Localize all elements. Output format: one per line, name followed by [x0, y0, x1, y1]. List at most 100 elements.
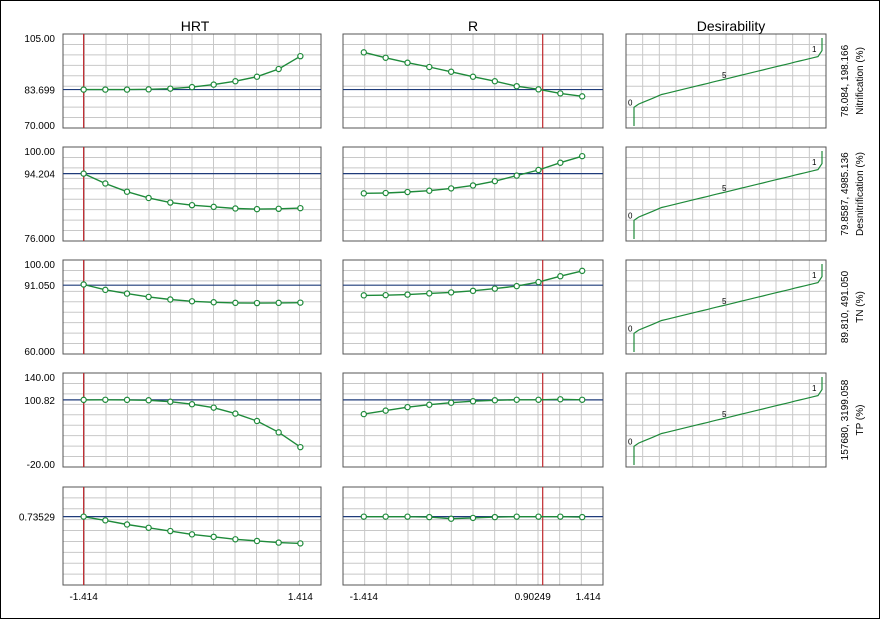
data-point [188, 83, 196, 91]
data-point [513, 513, 520, 520]
data-point [535, 166, 542, 174]
data-point [123, 521, 131, 528]
data-point [447, 399, 455, 406]
response-name-label: Desnitrification (%) [855, 152, 866, 236]
data-point [145, 524, 152, 531]
desirability-label-high: 1 [812, 271, 817, 280]
data-point [360, 410, 367, 418]
data-point [102, 396, 109, 403]
r-panel-grid [343, 373, 603, 467]
x-axis-tick-label: 1.414 [288, 592, 313, 603]
data-point [535, 278, 542, 286]
data-point [360, 513, 367, 520]
data-point [102, 286, 109, 294]
data-point [535, 86, 542, 93]
data-point [513, 82, 520, 90]
data-point [275, 539, 282, 546]
r-panel-grid [343, 260, 603, 354]
data-point [167, 527, 174, 535]
desirability-panel-grid [626, 373, 826, 467]
data-point [253, 417, 261, 425]
desirability-label-low: 0 [628, 98, 633, 107]
data-point [404, 403, 411, 411]
data-point [404, 513, 411, 520]
column-header-r: R [468, 18, 478, 34]
hrt-panel-grid [63, 260, 321, 354]
data-point [404, 291, 411, 298]
data-point [491, 397, 499, 404]
data-point [232, 410, 239, 417]
data-point [469, 73, 477, 80]
data-point [188, 201, 196, 209]
data-point [253, 299, 261, 307]
data-point [535, 396, 542, 403]
data-point [80, 513, 87, 520]
data-point [382, 513, 389, 520]
data-point [145, 194, 152, 202]
data-point [557, 513, 564, 520]
data-point [275, 205, 282, 213]
response-name-label: TN (%) [855, 291, 866, 323]
data-point [167, 398, 174, 405]
data-point [123, 290, 131, 297]
data-point [145, 397, 152, 404]
data-point [360, 49, 367, 56]
x-axis-tick-label: 1.414 [576, 592, 601, 603]
y-axis-label: 100.00 [24, 147, 55, 158]
data-point [297, 299, 304, 306]
data-point [188, 531, 196, 538]
y-axis-label: 94.204 [24, 170, 55, 181]
data-point [447, 515, 455, 522]
desirability-panel-grid [626, 34, 826, 128]
data-point [210, 299, 217, 306]
data-point [167, 85, 174, 92]
data-point [210, 404, 217, 411]
column-header-desirability: Desirability [697, 18, 765, 34]
data-point [210, 81, 217, 88]
data-point [469, 182, 477, 189]
data-point [253, 205, 261, 213]
y-axis-label: 91.050 [24, 281, 55, 292]
data-point [123, 86, 131, 93]
desirability-label-mid: 5 [722, 297, 727, 306]
desirability-panel-border [625, 33, 827, 129]
data-point [579, 152, 586, 160]
desirability-label-high: 1 [812, 158, 817, 167]
y-axis-label: 60.000 [24, 347, 55, 358]
data-point [469, 398, 477, 405]
hrt-panel-border [62, 372, 322, 468]
desirability-curve [633, 151, 823, 239]
data-point [188, 401, 196, 408]
data-point [253, 73, 261, 80]
data-point [557, 396, 564, 403]
y-axis-label: 83.699 [24, 86, 55, 97]
r-panel-border [342, 146, 604, 242]
x-axis-tick-label: -1.414 [350, 592, 379, 603]
data-point [232, 536, 239, 543]
x-axis-tick-label: -1.414 [69, 592, 98, 603]
desirability-label-mid: 5 [722, 184, 727, 193]
data-point [426, 513, 433, 521]
data-point [382, 189, 389, 197]
data-point [579, 267, 586, 275]
y-axis-label: 76.000 [24, 234, 55, 245]
desirability-label-mid: 5 [722, 410, 727, 419]
desirability-curve [633, 264, 823, 352]
data-point [123, 188, 131, 195]
data-point [491, 285, 499, 292]
data-point [360, 292, 367, 299]
data-point [513, 396, 520, 403]
data-point [491, 513, 499, 521]
data-point [145, 293, 152, 301]
data-point [579, 513, 586, 521]
response-name-label: Nitrification (%) [855, 47, 866, 115]
data-point [80, 281, 87, 288]
data-point [167, 199, 174, 206]
data-point [167, 296, 174, 303]
y-axis-label: 140.00 [24, 373, 55, 384]
response-range-label: 157680, 3199.058 [840, 379, 851, 460]
data-point [426, 290, 433, 297]
data-point [513, 172, 520, 179]
x-axis-tick-label: 0.90249 [515, 592, 552, 603]
data-point [275, 429, 282, 436]
